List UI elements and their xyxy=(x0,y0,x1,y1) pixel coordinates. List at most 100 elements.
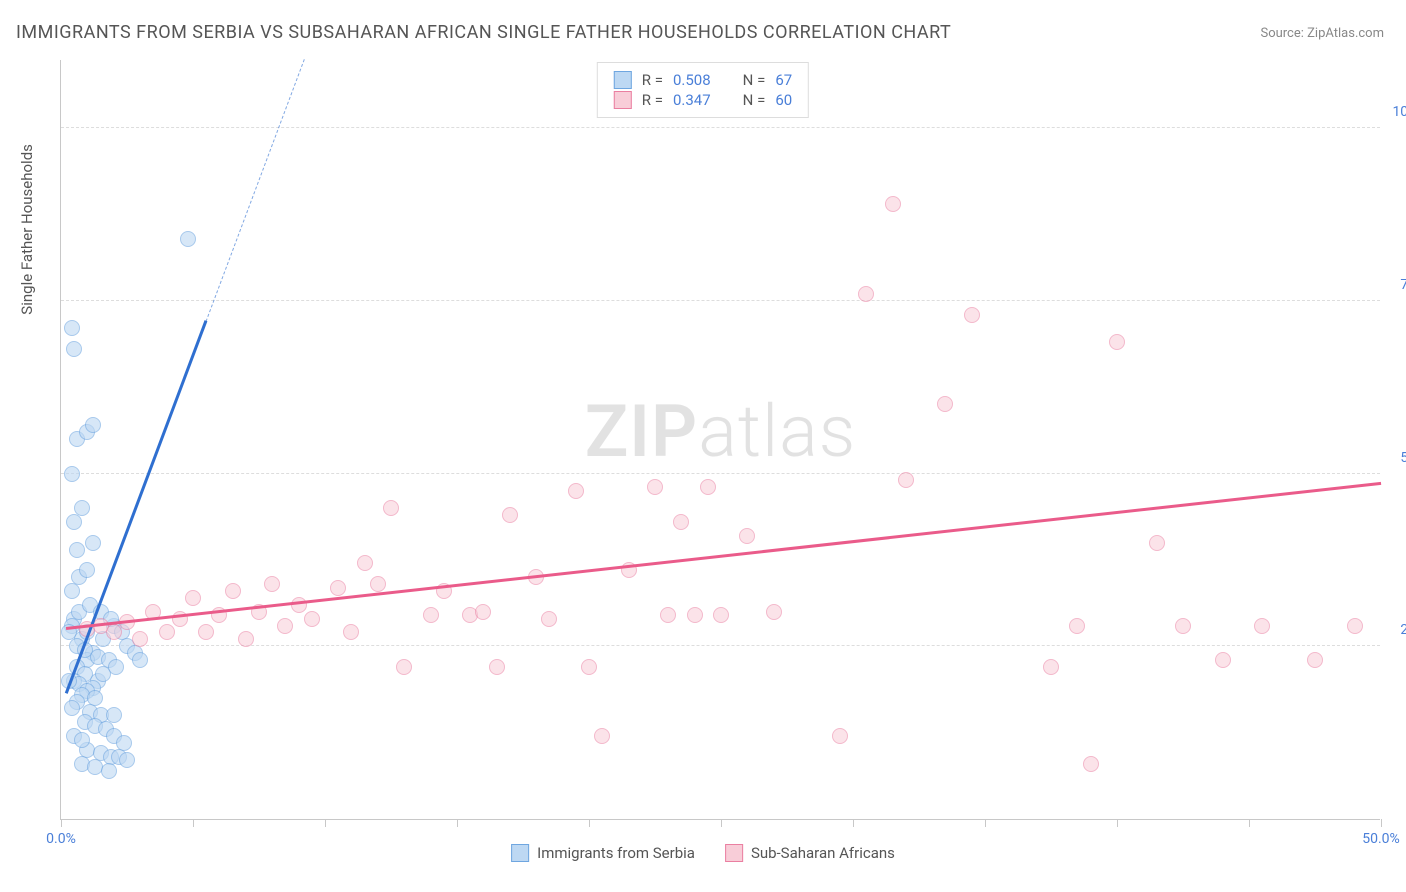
x-tick xyxy=(853,819,854,827)
y-tick-label: 5.0% xyxy=(1400,450,1406,466)
data-point xyxy=(132,652,148,668)
data-point xyxy=(330,580,346,596)
data-point xyxy=(64,320,80,336)
legend-n-value: 67 xyxy=(775,71,792,89)
legend-n-value: 60 xyxy=(775,91,792,109)
data-point xyxy=(343,624,359,640)
data-point xyxy=(1347,618,1363,634)
data-point xyxy=(64,583,80,599)
data-point xyxy=(304,611,320,627)
data-point xyxy=(475,604,491,620)
data-point xyxy=(85,417,101,433)
data-point xyxy=(898,472,914,488)
x-tick xyxy=(193,819,194,827)
data-point xyxy=(238,631,254,647)
legend-swatch xyxy=(614,71,632,89)
legend-r-label: R = xyxy=(642,71,663,89)
grid-line xyxy=(61,473,1380,474)
legend-r-label: R = xyxy=(642,91,663,109)
data-point xyxy=(489,659,505,675)
data-point xyxy=(673,514,689,530)
data-point xyxy=(1175,618,1191,634)
data-point xyxy=(1083,756,1099,772)
scatter-plot-area: ZIPatlas 2.5%5.0%7.5%10.0%0.0%50.0% xyxy=(60,60,1380,820)
data-point xyxy=(198,624,214,640)
trend-line-dashed xyxy=(206,58,305,321)
legend-series-label: Sub-Saharan Africans xyxy=(751,844,895,862)
y-tick-label: 7.5% xyxy=(1400,277,1406,293)
grid-line xyxy=(61,300,1380,301)
data-point xyxy=(383,500,399,516)
data-point xyxy=(700,479,716,495)
y-tick-label: 10.0% xyxy=(1392,104,1406,120)
grid-line xyxy=(61,127,1380,128)
data-point xyxy=(541,611,557,627)
data-point xyxy=(1307,652,1323,668)
data-point xyxy=(396,659,412,675)
data-point xyxy=(66,341,82,357)
data-point xyxy=(1215,652,1231,668)
data-point xyxy=(937,396,953,412)
legend-n-label: N = xyxy=(743,71,766,89)
legend-swatch xyxy=(511,844,529,862)
x-tick-label: 50.0% xyxy=(1362,831,1400,847)
y-axis-title: Single Father Households xyxy=(18,144,36,315)
x-tick xyxy=(457,819,458,827)
data-point xyxy=(647,479,663,495)
data-point xyxy=(74,732,90,748)
data-point xyxy=(713,607,729,623)
data-point xyxy=(69,542,85,558)
data-point xyxy=(594,728,610,744)
data-point xyxy=(1043,659,1059,675)
x-tick xyxy=(1117,819,1118,827)
data-point xyxy=(180,231,196,247)
legend-series-item: Sub-Saharan Africans xyxy=(725,844,895,862)
data-point xyxy=(64,700,80,716)
x-tick xyxy=(985,819,986,827)
data-point xyxy=(264,576,280,592)
x-tick xyxy=(721,819,722,827)
grid-line xyxy=(61,645,1380,646)
data-point xyxy=(357,555,373,571)
data-point xyxy=(159,624,175,640)
data-point xyxy=(119,752,135,768)
x-tick-label: 0.0% xyxy=(46,831,76,847)
data-point xyxy=(885,196,901,212)
correlation-legend: R = 0.508 N = 67 R =0.347N =60 xyxy=(597,62,809,118)
data-point xyxy=(132,631,148,647)
data-point xyxy=(502,507,518,523)
source-attribution: Source: ZipAtlas.com xyxy=(1260,26,1384,41)
data-point xyxy=(1254,618,1270,634)
data-point xyxy=(766,604,782,620)
data-point xyxy=(66,514,82,530)
data-point xyxy=(108,659,124,675)
x-tick xyxy=(1249,819,1250,827)
data-point xyxy=(568,483,584,499)
data-point xyxy=(739,528,755,544)
legend-swatch xyxy=(725,844,743,862)
data-point xyxy=(687,607,703,623)
data-point xyxy=(101,763,117,779)
legend-series-label: Immigrants from Serbia xyxy=(537,844,695,862)
data-point xyxy=(185,590,201,606)
data-point xyxy=(964,307,980,323)
legend-correlation-row: R = 0.508 N = 67 xyxy=(614,71,792,89)
x-tick xyxy=(61,819,62,827)
chart-title: IMMIGRANTS FROM SERBIA VS SUBSAHARAN AFR… xyxy=(16,22,951,43)
series-legend: Immigrants from Serbia Sub-Saharan Africa… xyxy=(511,844,895,862)
legend-swatch xyxy=(614,91,632,109)
data-point xyxy=(858,286,874,302)
data-point xyxy=(423,607,439,623)
data-point xyxy=(291,597,307,613)
legend-r-value: 0.508 xyxy=(673,71,711,89)
x-tick xyxy=(589,819,590,827)
legend-correlation-row: R =0.347N =60 xyxy=(614,91,792,109)
x-tick xyxy=(325,819,326,827)
data-point xyxy=(74,500,90,516)
data-point xyxy=(832,728,848,744)
legend-series-item: Immigrants from Serbia xyxy=(511,844,695,862)
data-point xyxy=(85,535,101,551)
data-point xyxy=(277,618,293,634)
x-tick xyxy=(1381,819,1382,827)
data-point xyxy=(581,659,597,675)
